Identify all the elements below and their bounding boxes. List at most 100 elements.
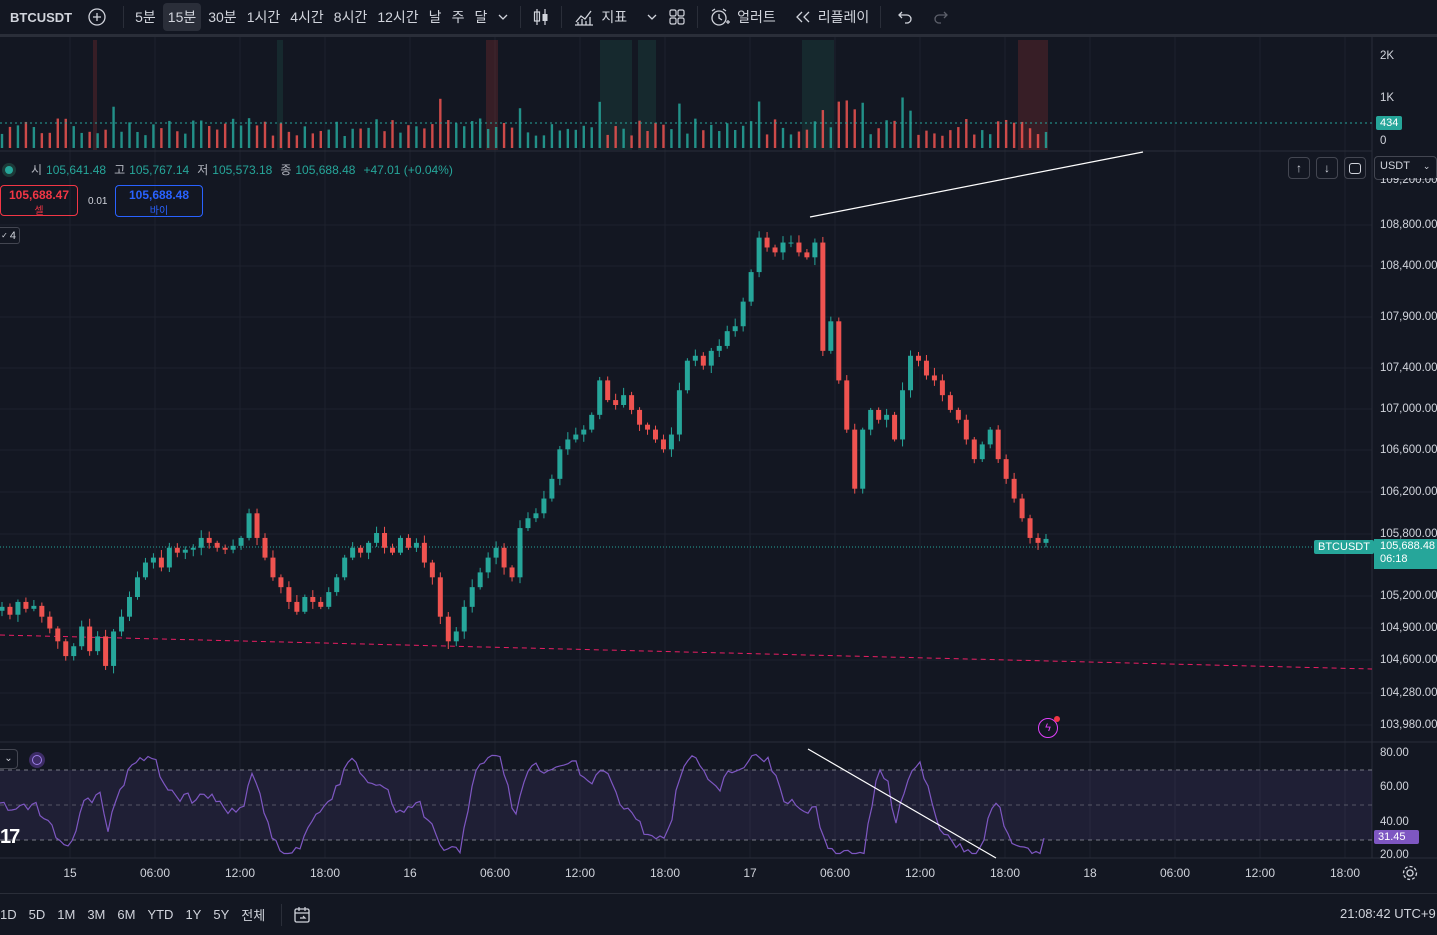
- range-1m[interactable]: 1M: [57, 907, 76, 922]
- ohlc-low-label: 저: [197, 163, 209, 177]
- range-1d[interactable]: 1D: [0, 907, 17, 922]
- timeframe-month[interactable]: 달: [474, 9, 488, 25]
- time-axis-label: 17: [743, 866, 757, 880]
- timeframe-day[interactable]: 날: [428, 9, 442, 25]
- range-1y[interactable]: 1Y: [185, 907, 202, 922]
- candle-body: [979, 444, 985, 460]
- candle-body: [334, 577, 340, 593]
- bottom-toolbar: 1D 5D 1M 3M 6M YTD 1Y 5Y 전체 21:08:42 UTC…: [0, 893, 1437, 935]
- timeframe-15m[interactable]: 15분: [162, 3, 202, 31]
- layout-button[interactable]: [663, 0, 691, 34]
- buy-button[interactable]: 105,688.48 바이: [115, 185, 203, 217]
- candle-body: [621, 395, 627, 406]
- candle-body: [565, 439, 571, 450]
- time-axis-settings[interactable]: [1401, 864, 1419, 882]
- volume-bar: [502, 123, 506, 148]
- chart-canvas[interactable]: [0, 0, 1437, 893]
- timeframe-1h[interactable]: 1시간: [246, 9, 281, 25]
- price-trendline[interactable]: [809, 151, 1144, 218]
- support-line[interactable]: [0, 634, 1373, 670]
- range-3m[interactable]: 3M: [87, 907, 106, 922]
- candle-body: [868, 409, 874, 430]
- ohlc-high: 105,767.14: [129, 162, 190, 177]
- candle-body: [1027, 518, 1033, 538]
- timeframe-8h[interactable]: 8시간: [333, 9, 368, 25]
- range-6m[interactable]: 6M: [117, 907, 136, 922]
- price-axis-label: 103,980.00: [1380, 719, 1437, 731]
- volume-bar: [741, 125, 745, 148]
- timeframe-12h[interactable]: 12시간: [377, 9, 419, 25]
- add-symbol-button[interactable]: [77, 0, 117, 34]
- candle-body: [955, 409, 961, 420]
- rsi-settings-button[interactable]: [29, 752, 45, 768]
- sync-icon: [32, 755, 42, 765]
- candle-body: [158, 557, 164, 568]
- volume-bar: [40, 133, 44, 148]
- timeframe-dropdown[interactable]: [492, 0, 514, 34]
- scale-down-button[interactable]: ↓: [1316, 157, 1338, 179]
- range-5d[interactable]: 5D: [28, 907, 46, 922]
- volume-bar: [383, 131, 386, 148]
- volume-bar: [1012, 122, 1016, 148]
- volume-bar: [662, 124, 665, 148]
- tradingview-logo: 17: [0, 826, 20, 848]
- redo-icon: [934, 11, 949, 24]
- symbol-search[interactable]: BTCUSDT: [0, 0, 77, 34]
- candle-body: [525, 518, 531, 529]
- rsi-last-badge: 31.45: [1374, 830, 1419, 844]
- candle-body: [772, 247, 778, 253]
- volume-bar: [646, 130, 649, 148]
- redo-button[interactable]: [923, 0, 959, 34]
- indicators-toggle[interactable]: ✓ 4: [0, 227, 20, 244]
- undo-button[interactable]: [887, 0, 923, 34]
- auto-scale-button[interactable]: [1344, 157, 1366, 179]
- candle-body: [87, 626, 93, 652]
- volume-bar: [215, 129, 219, 148]
- volume-bar: [534, 135, 538, 148]
- currency-select[interactable]: USDT ⌄: [1374, 156, 1437, 180]
- scale-up-button[interactable]: ↑: [1288, 157, 1310, 179]
- alerts-button[interactable]: 얼러트: [704, 0, 781, 34]
- templates-dropdown[interactable]: [632, 0, 663, 34]
- sell-button[interactable]: 105,688.47 셀: [0, 185, 78, 217]
- volume-bar: [550, 124, 554, 148]
- candle-body: [182, 549, 188, 553]
- clock[interactable]: 21:08:42 UTC+9: [1340, 906, 1436, 921]
- indicators-button[interactable]: 지표: [568, 0, 632, 34]
- volume-bar: [423, 128, 426, 148]
- time-axis[interactable]: 15 06:00 12:00 18:00 16 06:00 12:00 18:00 17 06:0…: [0, 858, 1372, 888]
- range-ytd[interactable]: YTD: [147, 907, 174, 922]
- goto-date-button[interactable]: [292, 905, 312, 925]
- candle-body: [55, 628, 61, 642]
- indicators-icon: [575, 10, 594, 26]
- time-axis-label: 06:00: [139, 866, 171, 880]
- volume-bar: [917, 134, 920, 148]
- candle-body: [900, 390, 906, 440]
- range-all[interactable]: 전체: [241, 908, 266, 923]
- timeframe-4h[interactable]: 4시간: [290, 9, 324, 25]
- candle-body: [15, 601, 21, 615]
- range-5y[interactable]: 5Y: [213, 907, 230, 922]
- volume-bar: [367, 127, 370, 148]
- chart-type-button[interactable]: [527, 0, 555, 34]
- replay-button[interactable]: 리플레이: [789, 0, 875, 34]
- timeframe-30m[interactable]: 30분: [208, 9, 237, 25]
- candle-body: [142, 562, 148, 578]
- candle-body: [119, 616, 125, 632]
- volume-bar: [56, 118, 59, 148]
- candle-body: [461, 606, 467, 632]
- timeframe-5m[interactable]: 5분: [135, 9, 156, 25]
- rsi-trendline[interactable]: [807, 748, 997, 859]
- candle-body: [262, 537, 268, 558]
- rsi-collapse-button[interactable]: ⌄: [0, 749, 18, 769]
- candle-body: [820, 242, 826, 351]
- volume-bar: [869, 134, 872, 148]
- alert-flash-button[interactable]: ϟ: [1038, 716, 1060, 738]
- candle-body: [1035, 537, 1041, 543]
- timeframe-week[interactable]: 주: [451, 9, 465, 25]
- volume-bar: [128, 122, 131, 148]
- candle-body: [382, 533, 388, 548]
- alarm-clock-icon: [711, 8, 731, 26]
- volume-bar: [757, 101, 761, 148]
- volume-bar: [765, 134, 769, 148]
